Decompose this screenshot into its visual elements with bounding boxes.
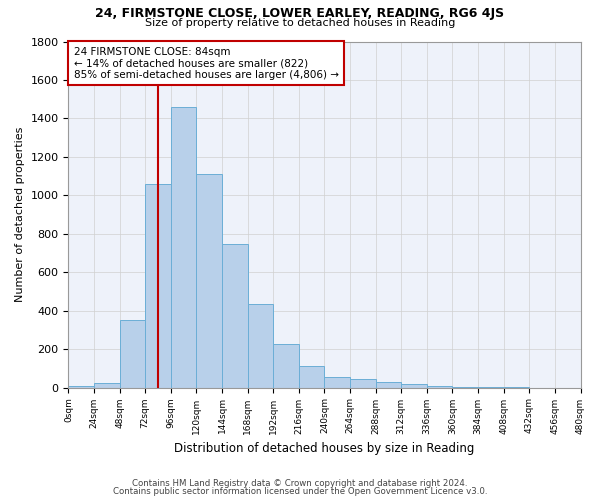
Text: 24 FIRMSTONE CLOSE: 84sqm
← 14% of detached houses are smaller (822)
85% of semi: 24 FIRMSTONE CLOSE: 84sqm ← 14% of detac… bbox=[74, 46, 338, 80]
Bar bbox=[478, 387, 503, 388]
Text: Contains public sector information licensed under the Open Government Licence v3: Contains public sector information licen… bbox=[113, 487, 487, 496]
Bar bbox=[427, 386, 452, 388]
Bar bbox=[452, 386, 478, 388]
Bar bbox=[401, 384, 427, 388]
Bar bbox=[350, 379, 376, 388]
Bar bbox=[299, 366, 325, 388]
Bar bbox=[273, 344, 299, 388]
Y-axis label: Number of detached properties: Number of detached properties bbox=[15, 127, 25, 302]
Text: 24, FIRMSTONE CLOSE, LOWER EARLEY, READING, RG6 4JS: 24, FIRMSTONE CLOSE, LOWER EARLEY, READI… bbox=[95, 8, 505, 20]
Bar bbox=[376, 382, 401, 388]
X-axis label: Distribution of detached houses by size in Reading: Distribution of detached houses by size … bbox=[174, 442, 475, 455]
Text: Contains HM Land Registry data © Crown copyright and database right 2024.: Contains HM Land Registry data © Crown c… bbox=[132, 478, 468, 488]
Bar bbox=[248, 304, 273, 388]
Bar bbox=[171, 107, 196, 388]
Bar bbox=[325, 377, 350, 388]
Bar bbox=[196, 174, 222, 388]
Bar bbox=[119, 320, 145, 388]
Bar bbox=[222, 244, 248, 388]
Bar bbox=[145, 184, 171, 388]
Bar bbox=[94, 383, 119, 388]
Bar bbox=[68, 386, 94, 388]
Text: Size of property relative to detached houses in Reading: Size of property relative to detached ho… bbox=[145, 18, 455, 28]
